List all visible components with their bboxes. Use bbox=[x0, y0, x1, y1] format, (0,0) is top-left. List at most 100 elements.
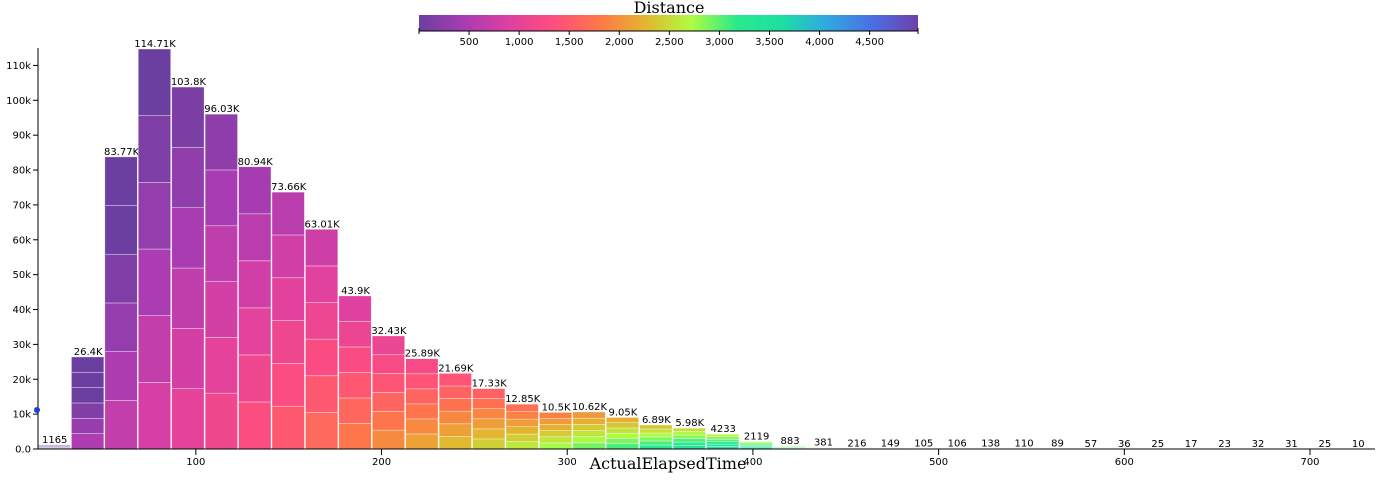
legend-tick-label: 2,000 bbox=[605, 37, 634, 48]
bar-segment bbox=[71, 371, 105, 388]
bar-segment bbox=[104, 205, 138, 255]
bar-segment bbox=[371, 411, 405, 431]
bar-value-label: 106 bbox=[948, 439, 967, 450]
bar-value-label: 26.4K bbox=[74, 347, 103, 358]
bar-value-label: 110 bbox=[1014, 439, 1033, 450]
bar-value-label: 138 bbox=[981, 439, 1000, 450]
bar-segment bbox=[572, 430, 606, 437]
bar-segment bbox=[137, 382, 172, 450]
bar-segment bbox=[371, 335, 405, 356]
bar-value-label: 5.98K bbox=[675, 418, 704, 429]
bar-segment bbox=[371, 392, 405, 412]
bar-segment bbox=[438, 385, 472, 399]
bar-segment bbox=[505, 418, 539, 427]
bar-segment bbox=[104, 400, 138, 450]
bar-17.33K bbox=[472, 388, 506, 450]
bar-segment bbox=[672, 441, 706, 446]
bar-segment bbox=[405, 403, 439, 420]
bar-segment bbox=[639, 424, 673, 430]
y-tick-label: 40k bbox=[12, 305, 31, 316]
bar-segment bbox=[706, 441, 740, 445]
bar-segment bbox=[171, 207, 205, 269]
bar-value-label: 381 bbox=[814, 438, 833, 449]
x-axis-title: ActualElapsedTime bbox=[589, 454, 747, 473]
x-tick-label: 100 bbox=[186, 457, 205, 468]
bar-segment bbox=[71, 418, 105, 434]
bar-segment bbox=[572, 436, 606, 444]
bar-segment bbox=[238, 401, 272, 450]
bar-segment bbox=[238, 307, 272, 356]
bar-segment bbox=[505, 411, 539, 420]
bar-value-label: 63.01K bbox=[305, 219, 341, 230]
bar-value-label: 80.94K bbox=[238, 157, 274, 168]
bar-segment bbox=[305, 302, 339, 340]
bar-segment bbox=[639, 444, 673, 450]
bar-segment bbox=[338, 423, 372, 450]
bar-value-label: 2119 bbox=[744, 432, 769, 443]
legend-tick-label: 4,000 bbox=[805, 37, 834, 48]
legend-tick-label: 500 bbox=[460, 37, 479, 48]
bar-value-label: 31 bbox=[1285, 439, 1298, 450]
bar-10.5K bbox=[539, 412, 573, 450]
y-tick-label: 90k bbox=[12, 131, 31, 142]
distance-color-legend: Distance 500 1,000 1,500 2,000 2,500 3,000 3,5… bbox=[418, 0, 919, 48]
bar-segment bbox=[639, 440, 673, 446]
bar-segment bbox=[338, 321, 372, 348]
bar-segment bbox=[104, 156, 138, 206]
bar-value-label: 73.66K bbox=[271, 182, 307, 193]
bar-value-label: 96.03K bbox=[204, 104, 240, 115]
bar-segment bbox=[605, 422, 639, 429]
legend-title: Distance bbox=[634, 0, 705, 17]
bar-segment bbox=[204, 281, 238, 338]
y-tick-label: 60k bbox=[12, 235, 31, 246]
legend-tick-label: 3,500 bbox=[755, 37, 784, 48]
bar-segment bbox=[539, 412, 573, 419]
bar-segment bbox=[104, 302, 138, 352]
bar-segment bbox=[371, 429, 405, 450]
bar-segment bbox=[672, 445, 706, 450]
bar-value-label: 32 bbox=[1252, 439, 1265, 450]
bar-segment bbox=[238, 213, 272, 262]
bar-segment bbox=[171, 328, 205, 389]
bar-value-label: 1165 bbox=[42, 435, 67, 446]
bar-value-label: 114.71K bbox=[134, 39, 176, 50]
legend-tick-label: 2,500 bbox=[655, 37, 684, 48]
x-tick-label: 300 bbox=[558, 457, 577, 468]
bar-segment bbox=[539, 436, 573, 444]
bar-segment bbox=[539, 424, 573, 431]
y-tick-label: 20k bbox=[12, 375, 31, 386]
y-tick-label: 110k bbox=[6, 61, 31, 72]
bar-6.89K bbox=[639, 424, 673, 450]
bar-segment bbox=[104, 351, 138, 401]
bar-segment bbox=[305, 412, 339, 450]
bar-value-label: 83.77K bbox=[104, 147, 140, 158]
legend-tick-label: 1,500 bbox=[555, 37, 584, 48]
bar-value-label: 25.89K bbox=[405, 349, 441, 360]
bar-segment bbox=[539, 430, 573, 438]
bar-segment bbox=[338, 372, 372, 399]
bar-segment bbox=[271, 363, 305, 407]
bar-segment bbox=[539, 418, 573, 425]
bar-segment bbox=[706, 443, 740, 447]
bar-segment bbox=[71, 356, 105, 373]
bar-43.9K bbox=[338, 295, 372, 450]
bar-value-label: 21.69K bbox=[438, 363, 474, 374]
bar-segment bbox=[137, 115, 172, 183]
bar-segment bbox=[371, 354, 405, 374]
bar-segment bbox=[539, 442, 573, 450]
bar-segment bbox=[639, 436, 673, 442]
bar-segment bbox=[438, 423, 472, 437]
bar-segment bbox=[271, 277, 305, 321]
bar-5.98K bbox=[672, 427, 706, 450]
x-tick-label: 500 bbox=[929, 457, 948, 468]
bar-segment bbox=[204, 225, 238, 282]
x-tick-label: 700 bbox=[1300, 457, 1319, 468]
bar-segment bbox=[271, 320, 305, 364]
bar-segment bbox=[171, 86, 205, 148]
bar-segment bbox=[472, 408, 506, 420]
bar-segment bbox=[137, 248, 172, 316]
bar-segment bbox=[472, 438, 506, 450]
bar-114.71K bbox=[137, 48, 172, 450]
bar-value-label: 25 bbox=[1151, 439, 1164, 450]
bar-value-label: 10.5K bbox=[542, 402, 571, 413]
